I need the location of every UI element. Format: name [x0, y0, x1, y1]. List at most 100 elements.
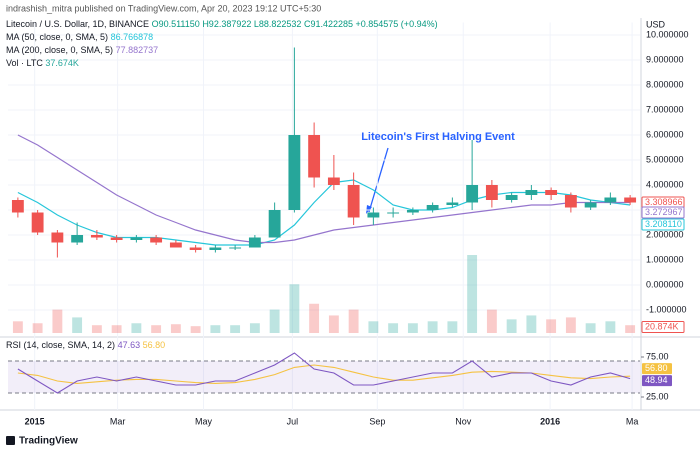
candle-body	[485, 185, 498, 200]
candle-body	[406, 210, 419, 213]
y-tick-label: 1.000000	[646, 254, 684, 264]
candle-body	[505, 195, 518, 200]
price-badge-label: 3.272967	[645, 207, 683, 217]
volume-bar	[407, 323, 418, 333]
candle-body	[150, 237, 163, 243]
annotation: Litecoin's First Halving Event	[361, 131, 515, 143]
legend-value: 77.882737	[116, 45, 159, 55]
ma-line	[17, 134, 631, 244]
volume-bar	[447, 321, 458, 333]
candle-body	[466, 185, 479, 203]
legend-name: MA (50, close, 0, SMA, 5)	[6, 32, 108, 42]
x-tick-label: 2015	[25, 416, 45, 426]
volume-bar	[289, 284, 300, 333]
price-badge	[641, 218, 685, 231]
candle-body	[367, 212, 380, 218]
y-tick-label: 8.000000	[646, 79, 684, 89]
x-tick-label: Jul	[287, 416, 299, 426]
volume-bar	[190, 326, 201, 333]
rsi-badge-label: 48.94	[645, 375, 668, 385]
y-tick-label: 10.000000	[646, 29, 689, 39]
legend-name: Vol · LTC	[6, 58, 43, 68]
candle-body	[248, 237, 261, 248]
volume-bar	[52, 309, 63, 333]
candle-body	[564, 195, 577, 208]
volume-bar	[32, 323, 43, 333]
candle-body	[110, 237, 123, 240]
rsi-badge	[642, 375, 672, 387]
candle-body	[130, 237, 143, 240]
ohlc-value: O90.511150	[152, 19, 200, 29]
candle-body	[387, 212, 400, 214]
candle-body	[525, 190, 538, 195]
y-tick-label: 7.000000	[646, 104, 684, 114]
volume-bar	[210, 325, 221, 333]
volume-bar	[585, 323, 596, 333]
candle-body	[90, 235, 103, 238]
candle-body	[584, 202, 597, 208]
ohlc-value: +0.854575 (+0.94%)	[356, 19, 438, 29]
candle-body	[71, 235, 84, 243]
volume-bar	[506, 319, 517, 333]
volume-bar	[605, 321, 616, 333]
logo-icon	[6, 436, 15, 445]
volume-bar	[328, 315, 339, 333]
volume-bar	[151, 325, 162, 333]
legend-line: MA (200, close, 0, SMA, 5) 77.882737	[6, 45, 158, 55]
x-tick-label: Mar	[110, 416, 126, 426]
y-tick-label: 6.000000	[646, 129, 684, 139]
candle-body	[426, 205, 439, 210]
price-badge	[641, 206, 685, 219]
price-badge-label: 3.208110	[645, 219, 682, 229]
x-tick-label: Ma	[626, 416, 639, 426]
volume-bar	[546, 319, 557, 333]
candle-body	[347, 185, 360, 218]
volume-bar	[388, 323, 399, 333]
y-tick-label: 9.000000	[646, 54, 684, 64]
volume-bar	[467, 255, 478, 333]
legend-value: 86.766878	[111, 32, 154, 42]
price-badge-label: 20.874K	[645, 321, 679, 331]
volume-bar	[565, 317, 576, 333]
candle-body	[268, 210, 281, 238]
candle-body	[545, 190, 558, 195]
legend-name: MA (200, close, 0, SMA, 5)	[6, 45, 113, 55]
candle-body	[604, 197, 617, 203]
legend-line: Litecoin / U.S. Dollar, 1D, BINANCE O90.…	[6, 19, 438, 29]
footer-logo: TradingView	[6, 436, 78, 447]
y-tick-label: 5.000000	[646, 154, 684, 164]
ohlc-value: L88.822532	[254, 19, 302, 29]
ohlc-value: H92.387922	[202, 19, 251, 29]
volume-bar	[111, 325, 122, 333]
x-tick-label: May	[195, 416, 213, 426]
x-tick-label: Sep	[369, 416, 385, 426]
volume-bar	[72, 317, 83, 333]
y-tick-label: -1.000000	[646, 304, 687, 314]
volume-bar	[131, 323, 142, 333]
legend-line: Vol · LTC 37.674K	[6, 58, 79, 68]
volume-bar	[427, 321, 438, 333]
candle-body	[446, 202, 459, 205]
legend-line: RSI (14, close, SMA, 14, 2) 47.63 56.80	[6, 340, 165, 350]
candle-body	[624, 197, 637, 203]
candle-body	[288, 135, 301, 210]
candle-body	[11, 200, 24, 213]
price-badge	[641, 321, 685, 333]
volume-bar	[12, 321, 23, 333]
volume-bar	[368, 321, 379, 333]
ohlc-value: C91.422285	[304, 19, 353, 29]
price-badge-label: 3.308966	[645, 197, 683, 207]
candle-body	[308, 135, 321, 178]
axis-label: USD	[646, 19, 666, 29]
legend-line: MA (50, close, 0, SMA, 5) 86.766878	[6, 32, 153, 42]
rsi-badge-label: 56.80	[645, 363, 668, 373]
volume-bar	[348, 309, 359, 333]
legend-value: 37.674K	[45, 58, 79, 68]
volume-bar	[230, 325, 241, 333]
volume-bar	[526, 315, 537, 333]
volume-bar	[625, 325, 636, 333]
volume-bar	[309, 303, 320, 333]
y-tick-label: 75.00	[646, 351, 669, 361]
